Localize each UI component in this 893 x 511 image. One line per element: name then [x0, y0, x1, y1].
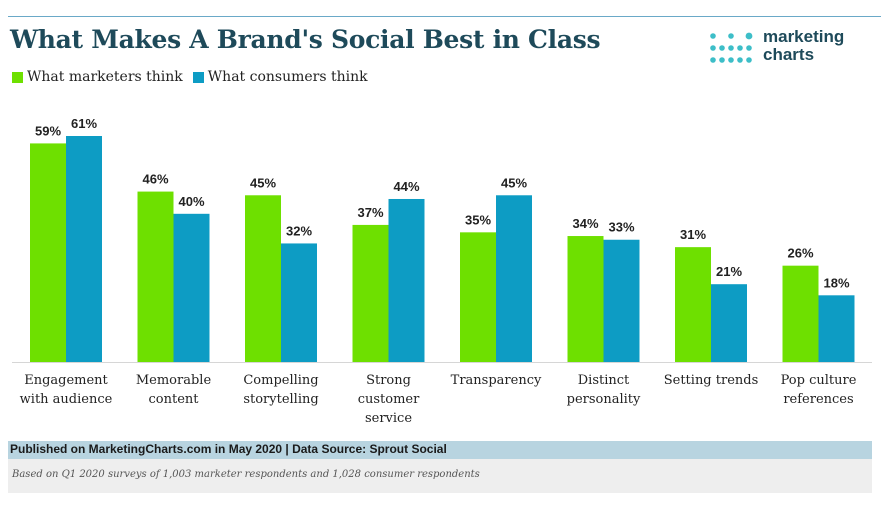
category-label-line: with audience — [20, 392, 113, 407]
legend-label-consumers: What consumers think — [207, 69, 368, 85]
logo-dots-icon — [710, 32, 753, 63]
logo-line-1: marketing — [763, 27, 845, 46]
data-label-consumers: 45% — [501, 175, 527, 190]
logo-text: marketing charts — [763, 28, 844, 64]
data-label-marketers: 59% — [35, 123, 61, 138]
category-label-line: customer — [358, 392, 420, 407]
logo-dot — [728, 45, 734, 51]
bar-consumers — [281, 243, 317, 362]
category-label-line: references — [783, 392, 853, 407]
category-label-line: storytelling — [243, 392, 318, 407]
logo-dot — [710, 45, 716, 51]
data-label-marketers: 37% — [357, 205, 383, 220]
category-label-line: service — [365, 411, 412, 426]
bar-consumers — [388, 198, 425, 362]
legend-item-consumers: What consumers think — [192, 69, 368, 85]
bar-marketers — [30, 143, 66, 362]
chart-title: What Makes A Brand's Social Best in Clas… — [10, 25, 601, 54]
marketingcharts-logo: marketing charts — [709, 26, 879, 68]
footer-note: Based on Q1 2020 surveys of 1,003 market… — [12, 469, 480, 480]
bar-marketers — [567, 236, 604, 362]
category-label: Setting trends — [664, 373, 759, 388]
category-label-line: personality — [567, 392, 641, 407]
category-label: Strong customer service — [358, 373, 420, 426]
bar-consumers — [66, 136, 102, 362]
logo-dot — [728, 33, 734, 39]
category-label-line: Transparency — [451, 373, 542, 388]
footer-note-bar — [8, 459, 872, 493]
data-label-consumers: 40% — [178, 194, 204, 209]
logo-dot — [737, 57, 743, 63]
data-label-consumers: 44% — [393, 179, 419, 194]
bar-marketers — [352, 224, 389, 362]
data-label-consumers: 21% — [716, 264, 742, 279]
legend-swatch-consumers — [192, 71, 204, 83]
footer-source-bar — [8, 441, 872, 459]
bar-consumers — [818, 295, 855, 362]
category-label: Pop culture references — [781, 373, 857, 407]
top-rule — [8, 16, 881, 17]
bar-marketers — [460, 232, 496, 362]
logo-dot — [728, 57, 734, 63]
category-label-line: Pop culture — [781, 373, 857, 388]
category-label-line: Compelling — [243, 373, 318, 388]
category-label: Distinct personality — [567, 373, 641, 407]
bar-chart: 59% 61% Engagement with audience 46% 40% Memor… — [12, 116, 872, 426]
data-label-marketers: 31% — [680, 227, 706, 242]
legend: What marketers think What consumers thin… — [12, 67, 378, 87]
category-label: Engagement with audience — [20, 373, 113, 407]
bar-marketers — [137, 191, 174, 362]
category-label: Transparency — [451, 373, 542, 388]
bar-marketers — [245, 195, 281, 362]
category-label-line: content — [149, 392, 200, 407]
bar-consumers — [711, 284, 747, 362]
logo-dot — [737, 45, 743, 51]
category-label-line: Memorable — [136, 373, 212, 388]
category-label-line: Engagement — [24, 373, 108, 388]
legend-item-marketers: What marketers think — [12, 69, 183, 85]
data-label-consumers: 18% — [823, 275, 849, 290]
category-label: Memorable content — [136, 373, 212, 407]
category-label-line: Strong — [366, 373, 411, 388]
bar-marketers — [675, 247, 711, 362]
data-label-marketers: 45% — [250, 175, 276, 190]
data-label-marketers: 35% — [465, 212, 491, 227]
data-label-marketers: 34% — [572, 216, 598, 231]
logo-dot — [746, 57, 752, 63]
bar-consumers — [603, 239, 640, 362]
data-label-marketers: 46% — [142, 172, 168, 187]
logo-line-2: charts — [763, 45, 815, 64]
legend-swatch-marketers — [12, 71, 23, 83]
category-label-line: Setting trends — [664, 373, 759, 388]
logo-dot — [719, 57, 725, 63]
logo-dot — [746, 45, 752, 51]
footer-source: Published on MarketingCharts.com in May … — [10, 442, 447, 456]
logo-dot — [719, 45, 725, 51]
bar-consumers — [173, 213, 210, 362]
category-label-line: Distinct — [578, 373, 630, 388]
bar-consumers — [496, 195, 532, 362]
data-label-marketers: 26% — [787, 246, 813, 261]
logo-dot — [710, 57, 716, 63]
data-label-consumers: 61% — [71, 116, 97, 131]
logo-dot — [745, 32, 753, 40]
legend-label-marketers: What marketers think — [27, 69, 183, 85]
logo-dot — [710, 33, 716, 39]
bar-marketers — [782, 265, 819, 362]
category-label: Compelling storytelling — [243, 373, 318, 407]
data-label-consumers: 32% — [286, 223, 312, 238]
data-label-consumers: 33% — [608, 220, 634, 235]
